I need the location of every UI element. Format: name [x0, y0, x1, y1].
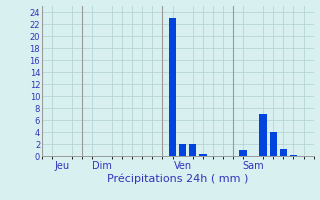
- Bar: [169, 18, 176, 156]
- X-axis label: Précipitations 24h ( mm ): Précipitations 24h ( mm ): [107, 174, 248, 184]
- Bar: [280, 149, 287, 156]
- Bar: [189, 144, 196, 156]
- Bar: [260, 114, 267, 156]
- Bar: [290, 155, 297, 156]
- Bar: [179, 144, 187, 156]
- Bar: [199, 154, 207, 156]
- Bar: [239, 150, 247, 156]
- Bar: [269, 132, 277, 156]
